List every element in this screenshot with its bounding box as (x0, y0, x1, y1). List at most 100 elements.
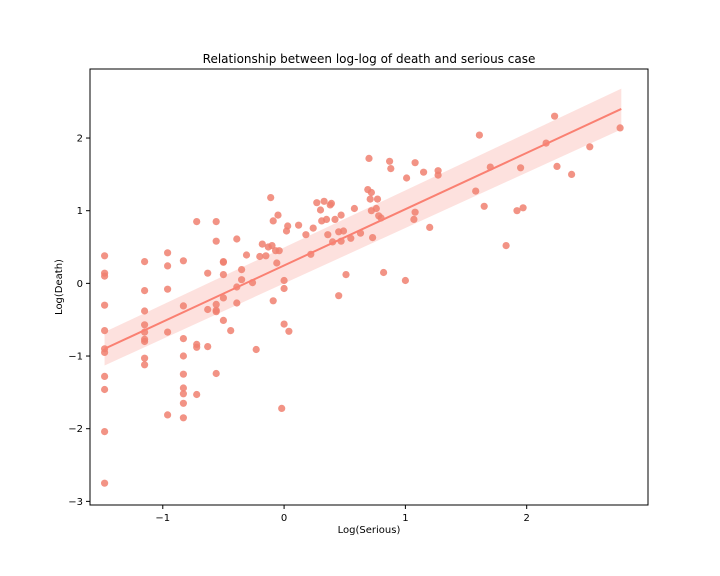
y-tick-label: −1 (68, 352, 83, 363)
data-point (280, 284, 288, 293)
data-point (179, 257, 187, 265)
data-point (101, 479, 109, 487)
data-point (204, 305, 212, 314)
data-point (280, 320, 288, 328)
data-point (278, 404, 286, 412)
data-point (386, 157, 394, 165)
data-point (141, 361, 149, 369)
data-point (380, 268, 388, 277)
data-point (101, 301, 109, 309)
data-point (141, 321, 149, 329)
x-tick-label: 0 (281, 513, 287, 524)
data-point (411, 208, 419, 216)
data-point (238, 266, 246, 274)
data-point (517, 164, 525, 172)
data-point (273, 259, 281, 267)
data-point (193, 343, 201, 351)
data-point (337, 211, 345, 219)
data-point (411, 159, 419, 167)
data-point (219, 316, 227, 324)
data-point (233, 235, 241, 243)
data-point (420, 168, 428, 176)
data-point (179, 352, 187, 360)
data-point (285, 327, 293, 335)
y-axis: −3 −2 −1 0 1 2 (68, 134, 90, 508)
y-axis-label: Log(Death) (54, 259, 65, 315)
data-point (179, 390, 187, 398)
x-tick-label: 2 (524, 513, 530, 524)
chart-title: Relationship between log-log of death an… (203, 52, 536, 66)
data-point (101, 327, 109, 335)
data-point (204, 343, 212, 351)
data-point (233, 299, 241, 307)
data-point (373, 195, 382, 203)
data-point (284, 222, 292, 230)
y-tick-label: 1 (77, 206, 83, 217)
data-point (101, 428, 109, 436)
data-point (339, 227, 348, 235)
data-point (327, 199, 335, 207)
data-point (331, 215, 339, 223)
y-tick-label: −3 (68, 497, 83, 508)
data-point (238, 276, 246, 284)
data-point (324, 231, 332, 239)
data-point (553, 162, 561, 170)
data-point (280, 276, 288, 285)
data-point (372, 204, 380, 213)
data-point (179, 370, 187, 378)
data-point (316, 206, 325, 214)
data-point (164, 328, 172, 336)
data-point (616, 124, 624, 132)
data-point (101, 272, 109, 280)
data-point (475, 131, 483, 139)
data-point (242, 251, 251, 259)
data-point (141, 258, 149, 266)
data-point (275, 247, 283, 255)
data-point (219, 271, 227, 279)
plot-area (101, 88, 624, 487)
data-point (193, 390, 201, 399)
data-point (179, 302, 187, 310)
data-point (387, 165, 395, 173)
x-axis: −1 0 1 2 (155, 505, 530, 524)
data-point (365, 154, 373, 162)
data-point (335, 292, 343, 300)
data-point (179, 384, 187, 392)
data-point (269, 217, 277, 225)
data-point (401, 276, 409, 285)
data-point (366, 195, 374, 203)
x-axis-label: Log(Serious) (338, 525, 401, 536)
data-point (434, 171, 442, 179)
data-point (212, 308, 220, 316)
data-point (586, 143, 594, 151)
data-point (101, 348, 109, 356)
data-point (347, 234, 355, 242)
data-point (313, 199, 321, 207)
x-tick-label: −1 (155, 513, 170, 524)
data-point (219, 294, 227, 302)
data-point (141, 337, 149, 346)
data-point (502, 242, 510, 250)
y-tick-label: 0 (77, 279, 83, 290)
data-point (513, 207, 521, 215)
data-point (551, 112, 559, 120)
data-point (212, 218, 220, 226)
data-point (309, 224, 317, 232)
data-point (258, 240, 266, 248)
data-point (268, 242, 276, 250)
data-point (179, 399, 187, 407)
data-point (274, 211, 282, 219)
data-point (267, 194, 275, 202)
plot-frame (89, 68, 649, 506)
data-point (101, 385, 109, 394)
data-point (480, 202, 488, 210)
data-point (101, 372, 109, 380)
data-point (519, 204, 527, 212)
data-point (141, 287, 149, 295)
data-point (342, 271, 350, 279)
regression-line (104, 108, 622, 350)
data-point (252, 345, 260, 354)
data-point (262, 252, 270, 260)
data-point (410, 215, 418, 223)
data-point (369, 234, 377, 242)
